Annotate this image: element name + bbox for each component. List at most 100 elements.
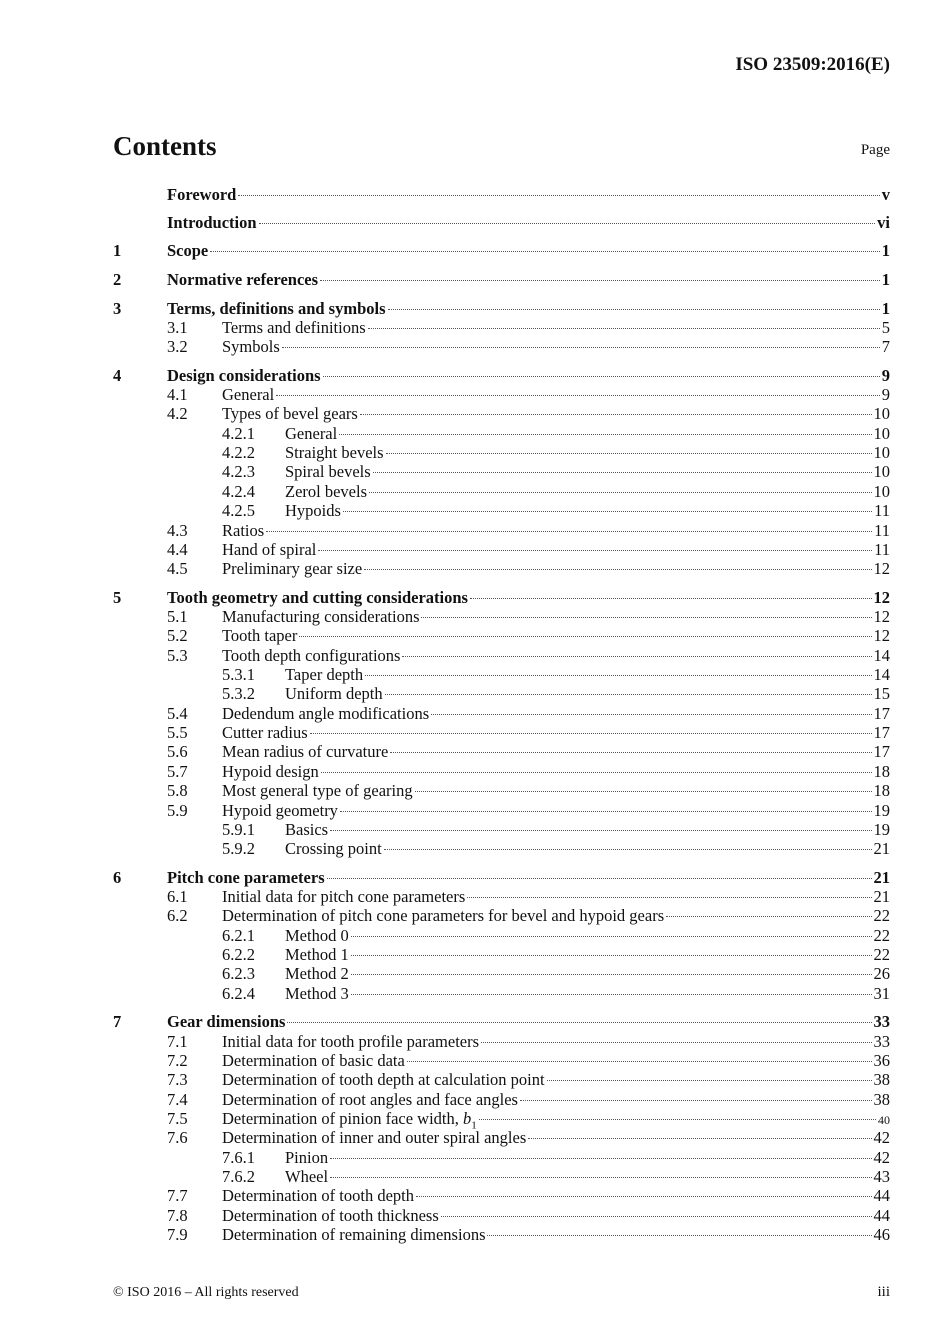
toc-entry[interactable]: 6.2.1 Method 0 22: [113, 926, 890, 945]
toc-entry[interactable]: 4.2.5 Hypoids 11: [113, 501, 890, 520]
toc-entry-title: Terms, definitions and symbols: [167, 299, 386, 318]
toc-entry[interactable]: 6 Pitch cone parameters 21: [113, 868, 890, 887]
dot-leader: [330, 1157, 872, 1159]
toc-entry[interactable]: 3 Terms, definitions and symbols 1: [113, 299, 890, 318]
toc-entry[interactable]: 5.5 Cutter radius 17: [113, 723, 890, 742]
toc-entry-number: 6.2.2: [222, 945, 255, 965]
toc-entry-number: 7.6.2: [222, 1167, 255, 1187]
toc-entry[interactable]: 4 Design considerations 9: [113, 366, 890, 385]
toc-entry[interactable]: 4.2.4 Zerol bevels 10: [113, 482, 890, 501]
toc-entry-title-text: Uniform depth: [285, 684, 383, 704]
dot-leader: [281, 347, 880, 349]
toc-entry-title: Preliminary gear size: [222, 559, 362, 578]
toc-entry-page: 9: [881, 385, 890, 405]
toc-entry[interactable]: 6.2.4 Method 3 31: [113, 984, 890, 1003]
dot-leader: [330, 1177, 872, 1179]
toc-entry-title-text: Cutter radius: [222, 723, 308, 743]
toc-entry[interactable]: 7.4 Determination of root angles and face…: [113, 1090, 890, 1109]
toc-entry[interactable]: 5.7 Hypoid design 18: [113, 762, 890, 781]
toc-entry-title-text: Types of bevel gears: [222, 404, 358, 424]
toc-entry[interactable]: 5.8 Most general type of gearing 18: [113, 781, 890, 800]
toc-entry[interactable]: 5.9.1 Basics 19: [113, 820, 890, 839]
toc-entry-page: 11: [874, 539, 890, 559]
toc-entry[interactable]: 4.1 General 9: [113, 385, 890, 404]
toc-entry[interactable]: 2 Normative references 1: [113, 270, 890, 289]
toc-entry[interactable]: 5.4 Dedendum angle modifications 17: [113, 704, 890, 723]
table-of-contents: Foreword v Introduction vi 1 Scope 1 2 Normative…: [113, 185, 890, 1244]
dot-leader: [266, 530, 873, 532]
toc-entry-title: Terms and definitions: [222, 318, 366, 337]
toc-entry-page: 11: [874, 501, 890, 521]
toc-entry-title: Determination of root angles and face an…: [222, 1090, 518, 1109]
toc-entry-number: 7.8: [167, 1205, 188, 1225]
toc-entry[interactable]: 4.2.1 General 10: [113, 424, 890, 443]
toc-entry[interactable]: Foreword v: [113, 185, 890, 204]
toc-entry[interactable]: 6.2 Determination of pitch cone parameter…: [113, 906, 890, 925]
toc-entry[interactable]: 7.6 Determination of inner and outer spir…: [113, 1128, 890, 1147]
toc-entry[interactable]: 7.3 Determination of tooth depth at calcu…: [113, 1070, 890, 1089]
toc-entry[interactable]: 7.8 Determination of tooth thickness 44: [113, 1206, 890, 1225]
toc-entry-title-text: Pitch cone parameters: [167, 867, 325, 887]
toc-entry-title: Determination of basic data: [222, 1051, 405, 1070]
toc-entry-title-text: Method 2: [285, 964, 349, 984]
toc-entry-page: 17: [873, 703, 891, 723]
toc-entry[interactable]: 3.1 Terms and definitions 5: [113, 318, 890, 337]
toc-entry[interactable]: 5 Tooth geometry and cutting consideratio…: [113, 588, 890, 607]
dot-leader: [350, 993, 872, 995]
toc-entry[interactable]: 5.3 Tooth depth configurations 14: [113, 646, 890, 665]
toc-entry[interactable]: 7.1 Initial data for tooth profile parame…: [113, 1032, 890, 1051]
toc-entry[interactable]: 4.2.2 Straight bevels 10: [113, 443, 890, 462]
toc-entry[interactable]: 1 Scope 1: [113, 241, 890, 260]
toc-entry-page: 11: [874, 520, 890, 540]
toc-entry[interactable]: 7.9 Determination of remaining dimensions…: [113, 1225, 890, 1244]
toc-entry-title: Pitch cone parameters: [167, 868, 325, 887]
toc-entry-title: Straight bevels: [285, 443, 384, 462]
toc-entry[interactable]: 5.9.2 Crossing point 21: [113, 839, 890, 858]
variable: b: [463, 1109, 472, 1129]
toc-entry[interactable]: 6.2.2 Method 1 22: [113, 945, 890, 964]
toc-entry-page: 38: [873, 1089, 891, 1109]
toc-entry-title: Initial data for tooth profile parameter…: [222, 1032, 479, 1051]
toc-entry[interactable]: 5.6 Mean radius of curvature 17: [113, 742, 890, 761]
dot-leader: [330, 829, 872, 831]
toc-entry[interactable]: 7.2 Determination of basic data 36: [113, 1051, 890, 1070]
toc-entry[interactable]: 6.1 Initial data for pitch cone parameter…: [113, 887, 890, 906]
toc-entry[interactable]: 4.2.3 Spiral bevels 10: [113, 462, 890, 481]
toc-entry[interactable]: 5.9 Hypoid geometry 19: [113, 801, 890, 820]
toc-entry[interactable]: 4.3 Ratios 11: [113, 521, 890, 540]
toc-entry-number: 5.9.1: [222, 819, 255, 839]
toc-entry[interactable]: 5.3.2 Uniform depth 15: [113, 684, 890, 703]
toc-entry-title-text: Hypoids: [285, 501, 341, 521]
toc-entry-title-text: Wheel: [285, 1167, 329, 1187]
toc-entry[interactable]: 4.5 Preliminary gear size 12: [113, 559, 890, 578]
toc-entry-title: Determination of tooth depth at calculat…: [222, 1070, 545, 1089]
dot-leader: [519, 1099, 872, 1101]
toc-entry-title-text: Terms, definitions and symbols: [167, 298, 386, 318]
toc-entry-number: 7.3: [167, 1070, 188, 1090]
toc-entry[interactable]: 7.6.2 Wheel 43: [113, 1167, 890, 1186]
dot-leader: [364, 569, 872, 571]
toc-entry-number: 5.7: [167, 761, 188, 781]
toc-entry-page: 18: [873, 761, 891, 781]
toc-entry[interactable]: 7.5 Determination of pinion face width, b…: [113, 1109, 890, 1131]
dot-leader: [421, 617, 872, 619]
toc-entry[interactable]: 6.2.3 Method 2 26: [113, 964, 890, 983]
toc-entry[interactable]: 4.2 Types of bevel gears 10: [113, 404, 890, 423]
toc-entry-page: 9: [881, 365, 890, 385]
toc-entry[interactable]: Introduction vi: [113, 213, 890, 232]
toc-entry-number: 5.3.1: [222, 665, 255, 685]
toc-entry-number: 3: [113, 298, 122, 318]
dot-leader: [469, 597, 872, 599]
toc-entry[interactable]: 4.4 Hand of spiral 11: [113, 540, 890, 559]
toc-entry[interactable]: 7.6.1 Pinion 42: [113, 1148, 890, 1167]
toc-entry-number: 7.4: [167, 1089, 188, 1109]
toc-entry[interactable]: 5.2 Tooth taper 12: [113, 626, 890, 645]
dot-leader: [350, 974, 872, 976]
toc-entry-title-text: Most general type of gearing: [222, 781, 413, 801]
toc-entry[interactable]: 3.2 Symbols 7: [113, 337, 890, 356]
toc-entry[interactable]: 7 Gear dimensions 33: [113, 1012, 890, 1031]
dot-leader: [309, 733, 872, 735]
toc-entry[interactable]: 5.1 Manufacturing considerations 12: [113, 607, 890, 626]
toc-entry[interactable]: 7.7 Determination of tooth depth 44: [113, 1186, 890, 1205]
toc-entry[interactable]: 5.3.1 Taper depth 14: [113, 665, 890, 684]
